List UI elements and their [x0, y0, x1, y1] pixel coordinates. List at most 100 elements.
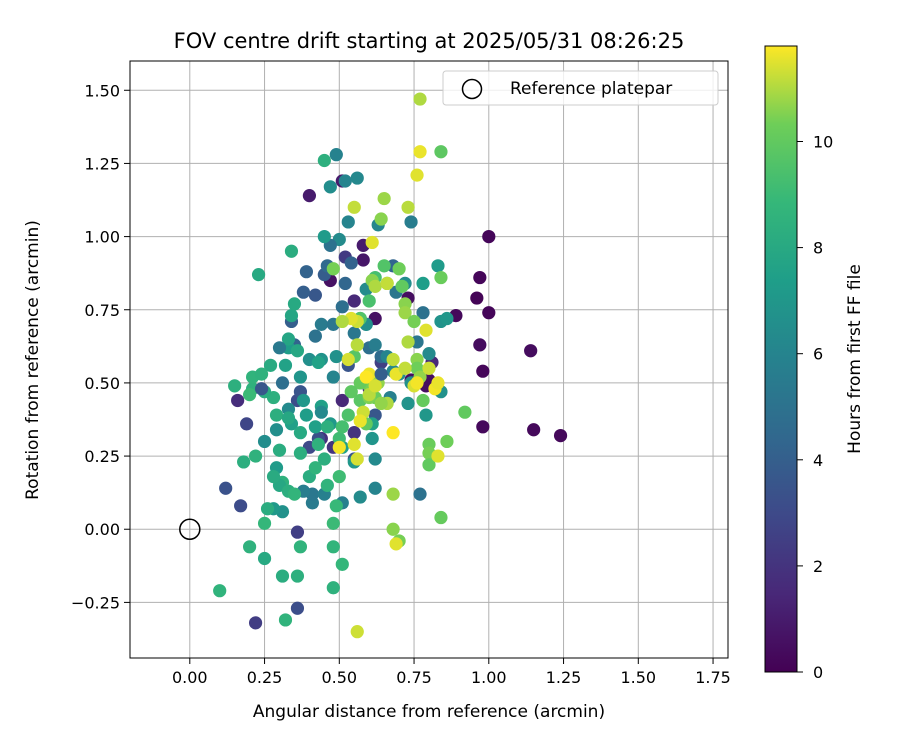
data-point [311, 437, 325, 451]
data-point [368, 379, 382, 393]
data-point [287, 487, 302, 501]
legend: Reference platepar [442, 70, 719, 106]
data-point [314, 405, 328, 419]
data-point [332, 469, 346, 484]
data-point [329, 499, 343, 513]
data-point [326, 262, 340, 276]
data-point [368, 279, 382, 293]
data-point [395, 279, 409, 293]
data-point [320, 420, 334, 434]
data-point [257, 516, 272, 530]
data-point [353, 414, 367, 428]
colorbar-tick-label: 2 [813, 557, 823, 576]
data-point [341, 408, 355, 422]
data-point [296, 285, 311, 299]
data-point [269, 423, 284, 437]
data-point [243, 540, 257, 554]
data-point [416, 276, 430, 291]
x-axis-label: Angular distance from reference (arcmin) [253, 702, 605, 722]
data-point [243, 388, 257, 402]
data-point [341, 352, 355, 367]
data-point [398, 361, 412, 375]
data-point [323, 180, 337, 194]
data-point [389, 537, 403, 551]
data-point [317, 452, 331, 466]
data-point [281, 332, 296, 346]
data-point [431, 376, 445, 390]
data-point [368, 338, 382, 352]
data-point [287, 297, 302, 311]
data-point [299, 265, 314, 279]
data-point [257, 551, 272, 566]
data-point [251, 268, 266, 282]
data-point [317, 153, 331, 168]
data-point [302, 189, 316, 203]
data-point [344, 256, 358, 270]
x-tick-label: 1.00 [471, 668, 507, 687]
data-point [335, 314, 349, 329]
x-tick-label: 0.00 [172, 668, 208, 687]
data-point [341, 215, 355, 229]
data-point [317, 229, 331, 244]
data-point [248, 616, 263, 630]
x-tick-label: 1.75 [695, 668, 731, 687]
data-point [422, 458, 436, 472]
data-point [386, 522, 400, 536]
data-point [335, 420, 349, 434]
data-point [260, 502, 275, 516]
data-point [290, 601, 305, 615]
data-point [419, 323, 433, 337]
data-point [386, 426, 400, 440]
data-point [422, 347, 436, 361]
data-point [293, 540, 308, 554]
data-point [377, 191, 391, 206]
data-point [473, 270, 487, 285]
data-point [398, 306, 412, 320]
data-point [308, 329, 322, 343]
data-point [434, 270, 448, 285]
colorbar-tick-label: 0 [813, 663, 823, 682]
data-point [272, 443, 287, 457]
data-point [284, 244, 299, 258]
data-point [219, 481, 233, 495]
reference-platepar-point [179, 518, 201, 540]
data-point [419, 408, 433, 422]
data-point [275, 376, 290, 390]
x-tick-label: 1.50 [620, 668, 656, 687]
data-point [347, 294, 361, 308]
data-point [269, 408, 284, 422]
data-point [410, 376, 424, 390]
y-tick-label: 0.25 [84, 447, 120, 466]
data-point [476, 364, 490, 378]
y-axis-label: Rotation from reference (arcmin) [23, 220, 43, 500]
data-point [338, 276, 352, 291]
data-point [329, 148, 343, 162]
data-point [374, 367, 388, 381]
data-point [293, 426, 308, 440]
axis-ticks: 0.00 0.25 0.50 0.75 1.00 1.25 1.50 1.75 −0.25 0.0… [71, 81, 731, 687]
data-point [401, 335, 415, 349]
data-point [413, 145, 427, 159]
data-point [320, 478, 334, 492]
data-point [410, 168, 424, 182]
data-point [293, 370, 308, 384]
data-point [335, 300, 349, 314]
colorbar-tick-label: 4 [813, 451, 823, 470]
data-point [473, 338, 487, 352]
axes-frame [129, 60, 729, 659]
data-point [440, 434, 454, 449]
x-tick-label: 0.75 [396, 668, 432, 687]
data-point [374, 396, 388, 410]
data-point [237, 455, 251, 469]
data-point [266, 469, 281, 484]
data-point [326, 540, 340, 554]
x-tick-label: 0.50 [321, 668, 357, 687]
data-point [470, 291, 484, 305]
data-point [332, 440, 346, 454]
data-point [524, 344, 538, 358]
data-point [431, 449, 445, 463]
data-point [362, 294, 376, 308]
data-point [440, 311, 454, 326]
legend-label: Reference platepar [510, 79, 672, 99]
data-point [407, 314, 421, 329]
